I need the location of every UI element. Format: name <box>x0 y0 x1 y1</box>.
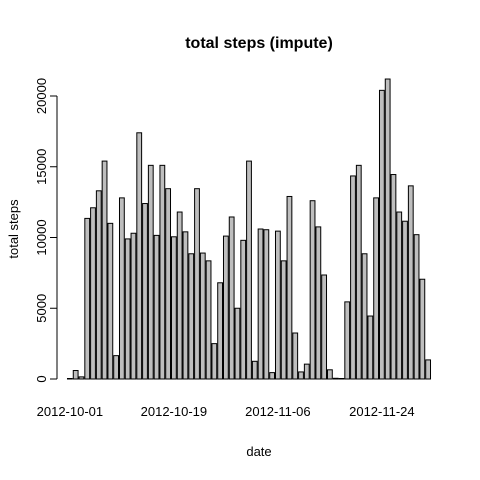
bar <box>396 211 403 380</box>
bar <box>390 174 397 380</box>
x-tick-label: 2012-11-24 <box>349 404 415 419</box>
bar <box>107 222 114 380</box>
bar <box>309 200 316 380</box>
bar <box>321 274 328 380</box>
x-tick-label: 2012-11-06 <box>245 404 311 419</box>
bar <box>228 216 235 380</box>
bar <box>101 160 108 380</box>
bar <box>113 355 120 380</box>
x-tick-label: 2012-10-01 <box>37 404 104 419</box>
bar <box>280 260 287 380</box>
bar <box>367 315 374 380</box>
bar <box>413 234 420 380</box>
bar <box>298 371 304 380</box>
bar <box>84 217 91 380</box>
bar <box>66 378 73 380</box>
y-axis: 0 5000 10000 15000 20000 <box>34 78 58 383</box>
bar <box>361 253 368 380</box>
bar <box>292 332 299 380</box>
bar <box>90 207 96 380</box>
bar <box>373 197 380 380</box>
bar <box>130 232 137 380</box>
bar <box>263 229 270 380</box>
bar <box>188 253 195 380</box>
bar <box>326 369 333 380</box>
bar <box>355 164 362 380</box>
y-tick-label: 5000 <box>34 294 49 323</box>
bar <box>338 378 345 380</box>
bar <box>194 188 200 380</box>
bar <box>205 260 212 380</box>
bar <box>425 359 432 380</box>
y-tick-label: 10000 <box>34 219 49 255</box>
bar <box>217 282 224 380</box>
bar <box>240 239 247 380</box>
x-tick-label: 2012-10-19 <box>141 404 208 419</box>
bar <box>170 236 177 380</box>
bar <box>118 197 125 380</box>
bar <box>303 363 310 380</box>
bar <box>211 343 218 380</box>
y-tick-label: 0 <box>34 375 49 382</box>
bar <box>378 89 385 380</box>
bar <box>153 234 160 380</box>
bar <box>159 164 166 380</box>
y-tick-label: 15000 <box>34 149 49 185</box>
bar <box>251 360 258 380</box>
bar <box>350 175 356 380</box>
y-axis-label: total steps <box>6 199 21 259</box>
bars-group <box>66 78 432 380</box>
bar <box>332 377 339 380</box>
bar <box>286 195 293 380</box>
bar <box>402 220 408 380</box>
bar <box>384 78 391 380</box>
bar <box>136 132 143 380</box>
bar <box>234 307 241 380</box>
bar <box>78 376 85 380</box>
x-axis-label: date <box>246 444 271 459</box>
bar <box>222 235 229 380</box>
bar <box>182 231 189 380</box>
bar <box>315 226 322 380</box>
bar <box>124 238 131 380</box>
bar <box>165 188 172 380</box>
bar <box>72 370 79 380</box>
bar <box>142 203 148 380</box>
bar <box>419 278 426 380</box>
bar <box>344 301 351 380</box>
y-tick-label: 20000 <box>34 78 49 114</box>
bar <box>147 164 154 380</box>
x-axis: 2012-10-01 2012-10-19 2012-11-06 2012-11-24 <box>37 404 415 419</box>
bar <box>269 372 276 380</box>
bar <box>199 252 206 380</box>
bar <box>246 160 252 380</box>
bar <box>274 230 281 380</box>
bar <box>407 185 414 380</box>
bar <box>95 190 102 380</box>
bar <box>257 228 264 380</box>
bar <box>176 211 183 380</box>
chart-title: total steps (impute) <box>185 35 333 52</box>
